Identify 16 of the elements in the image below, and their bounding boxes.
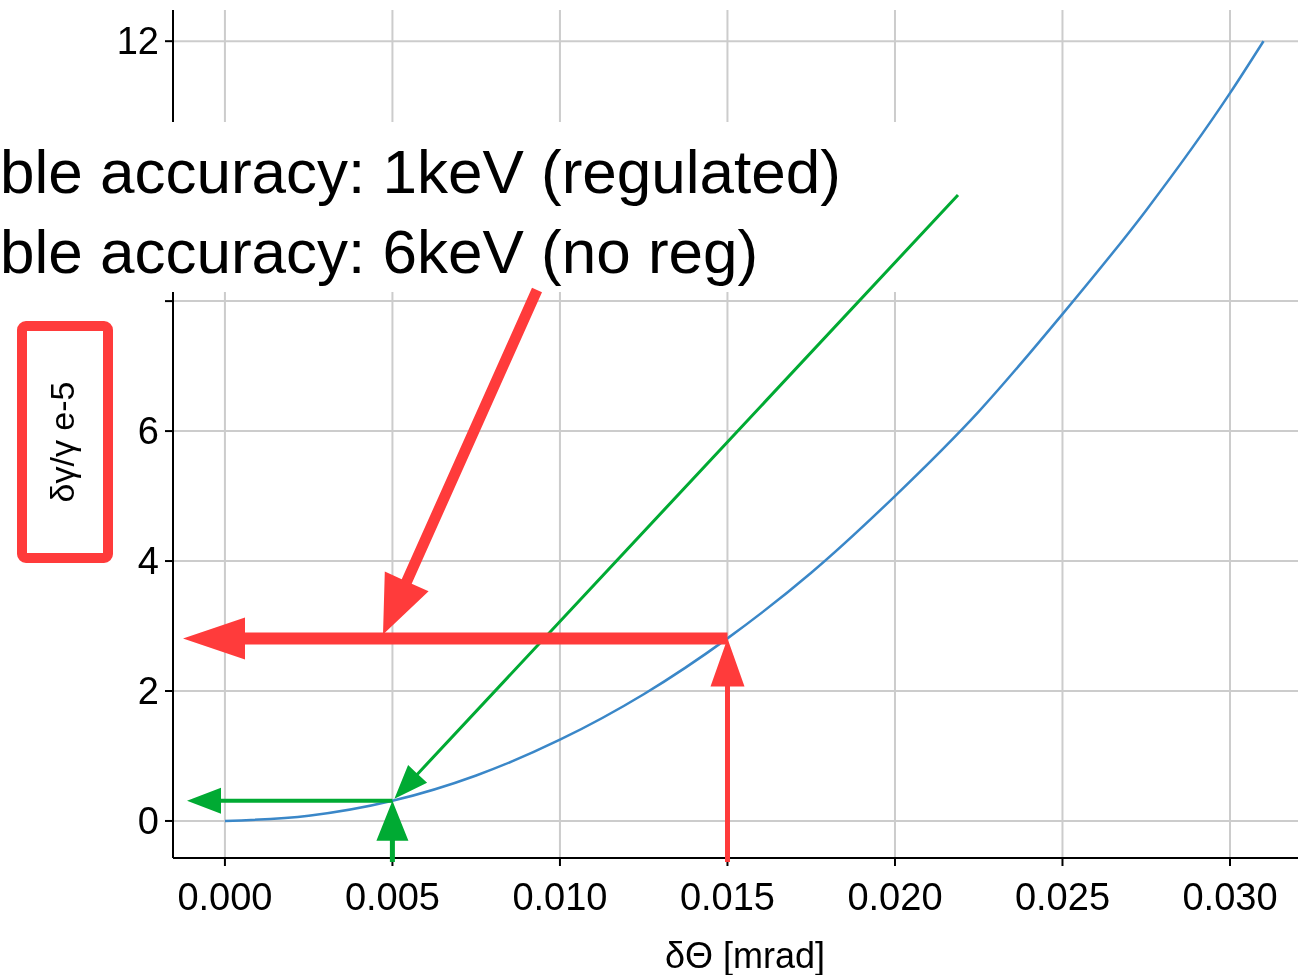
- x-tick-label: 0.010: [512, 876, 608, 918]
- y-tick-label: 12: [116, 20, 159, 63]
- x-tick-label: 0.005: [344, 876, 440, 918]
- annotation: ble accuracy: 6keV (no reg): [0, 217, 759, 286]
- x-axis-title: δΘ [mrad]: [664, 935, 826, 975]
- y-axis-title: δγ/γ e-5: [43, 381, 81, 503]
- y-tick-label: 0: [137, 799, 159, 842]
- annotation: ble accuracy: 1keV (regulated): [0, 137, 841, 206]
- y-tick-label: 4: [137, 540, 159, 583]
- x-tick-label: 0.000: [177, 876, 273, 918]
- x-tick-label: 0.020: [847, 876, 943, 918]
- x-tick-label: 0.025: [1014, 876, 1111, 918]
- y-tick-label: 2: [137, 670, 159, 712]
- y-tick-label: 6: [137, 410, 159, 453]
- x-tick-label: 0.030: [1182, 876, 1278, 918]
- x-tick-label: 0.015: [679, 876, 776, 918]
